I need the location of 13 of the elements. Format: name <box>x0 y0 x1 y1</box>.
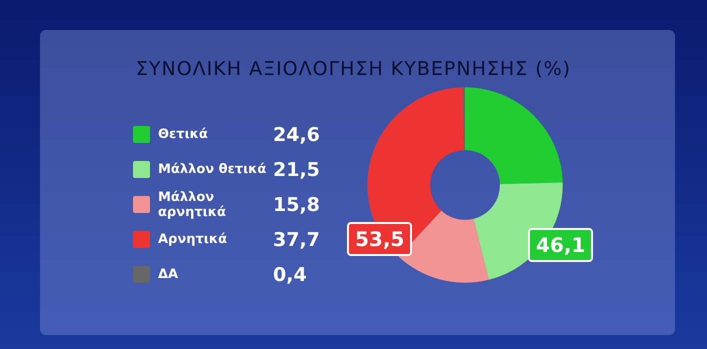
chart-title: ΣΥΝΟΛΙΚΗ ΑΞΙΟΛΟΓΗΣΗ ΚΥΒΕΡΝΗΣΗΣ (%) <box>134 58 572 80</box>
text: 46,1 <box>528 228 594 262</box>
data-label: 24,6 <box>273 124 320 146</box>
legend-label: ΔΑ <box>158 267 180 282</box>
data-label: 37,7 <box>273 228 320 250</box>
legend-label: Αρνητικά <box>158 232 228 247</box>
legend-label: Μάλλον αρνητικά <box>158 190 227 220</box>
data-label: 0,4 <box>273 264 307 286</box>
legend-label: Μάλλον θετικά <box>158 162 268 177</box>
data-label: 21,5 <box>273 158 320 180</box>
text: 53,5 <box>347 222 412 256</box>
legend-label: Θετικά <box>158 127 209 142</box>
data-label: 15,8 <box>273 194 320 216</box>
